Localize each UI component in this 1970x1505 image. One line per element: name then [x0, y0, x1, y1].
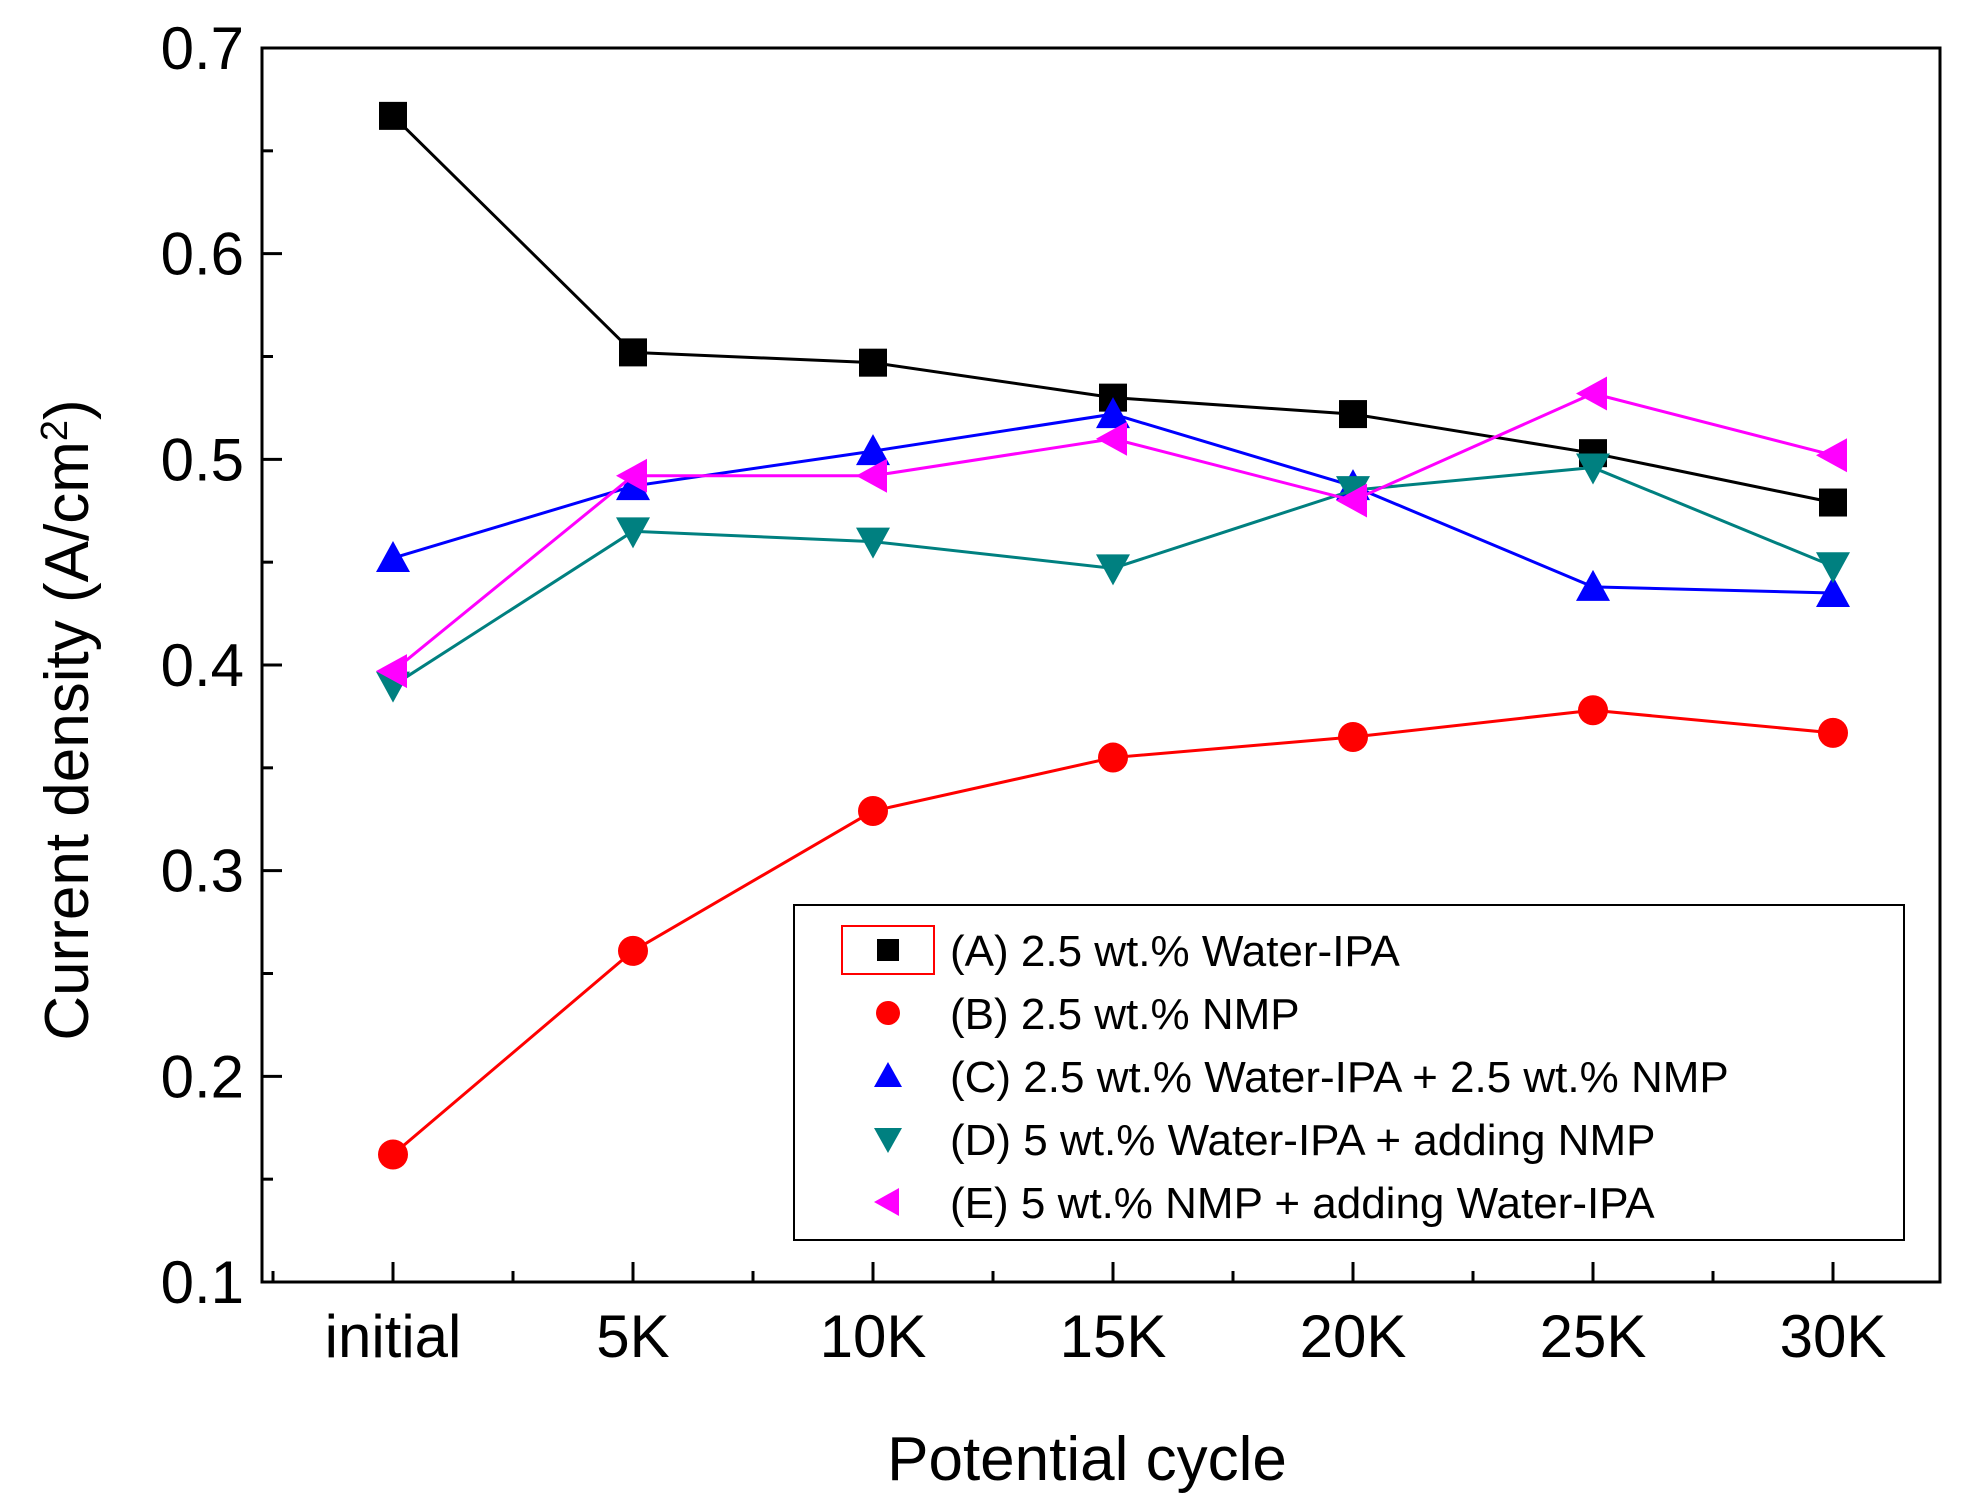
y-tick-label: 0.1: [161, 1249, 244, 1316]
data-point: [1578, 695, 1608, 726]
y-tick-label: 0.4: [161, 632, 244, 699]
series-e: [376, 376, 1847, 689]
series-d: [376, 453, 1850, 703]
data-point: [856, 434, 890, 466]
legend-marker: [874, 1062, 902, 1087]
data-point: [379, 101, 407, 130]
data-point: [376, 541, 410, 573]
data-point: [376, 654, 407, 689]
data-point: [1818, 717, 1848, 748]
legend-label: (B) 2.5 wt.% NMP: [950, 990, 1300, 1039]
x-tick-label: 5K: [596, 1303, 669, 1370]
y-axis-title-end: ): [33, 399, 102, 420]
legend-box: [793, 904, 1905, 1241]
data-point: [1096, 397, 1130, 429]
y-tick-label: 0.3: [161, 838, 244, 905]
legend-label: (D) 5 wt.% Water-IPA + adding NMP: [950, 1116, 1655, 1165]
data-point: [1576, 453, 1610, 485]
data-point: [378, 1139, 408, 1170]
data-point: [1096, 554, 1130, 586]
data-point: [1338, 721, 1368, 752]
y-axis-title-main: Current density (A/cm: [33, 441, 102, 1041]
y-tick-label: 0.7: [161, 15, 244, 82]
x-tick-label: 30K: [1780, 1303, 1887, 1370]
data-point: [856, 458, 887, 493]
x-tick-label: 10K: [820, 1303, 927, 1370]
data-point: [1576, 569, 1610, 601]
y-axis-title-sup: 2: [34, 420, 76, 441]
legend: (A) 2.5 wt.% Water-IPA (B) 2.5 wt.% NMP (C…: [793, 904, 1905, 1241]
legend-label: (E) 5 wt.% NMP + adding Water-IPA: [950, 1179, 1655, 1228]
legend-marker: [874, 1188, 899, 1216]
series-a: [379, 101, 1847, 517]
data-point: [1816, 552, 1850, 584]
data-point: [856, 527, 890, 559]
data-point: [616, 517, 650, 549]
data-point: [1339, 400, 1367, 429]
x-tick-label: 25K: [1540, 1303, 1647, 1370]
data-point: [1576, 376, 1607, 411]
y-tick-label: 0.2: [161, 1043, 244, 1110]
legend-marker: [876, 1001, 900, 1025]
data-point: [1819, 488, 1847, 517]
data-point: [1098, 742, 1128, 773]
data-point: [1816, 576, 1850, 608]
data-point: [1336, 483, 1367, 518]
legend-marker: [877, 939, 899, 961]
data-point: [616, 458, 647, 493]
y-axis-title: Current density (A/cm2): [33, 399, 102, 1040]
legend-marker: [874, 1128, 902, 1153]
x-tick-label: 20K: [1300, 1303, 1407, 1370]
axes: 0.1 0.2 0.3 0.4 0.5 0.6 0.7 initial 5K 10K 15K 20K 2…: [161, 15, 1942, 1370]
x-axis-title: Potential cycle: [887, 1425, 1287, 1494]
x-tick-label: initial: [325, 1303, 462, 1370]
data-point: [618, 935, 648, 966]
data-point: [859, 348, 887, 377]
legend-label: (C) 2.5 wt.% Water-IPA + 2.5 wt.% NMP: [950, 1053, 1729, 1102]
data-point: [858, 796, 888, 827]
series-b: [378, 695, 1848, 1170]
y-tick-label: 0.5: [161, 426, 244, 493]
data-point: [1816, 438, 1847, 473]
data-point: [619, 338, 647, 367]
plot-series: [376, 101, 1850, 1170]
x-tick-label: 15K: [1060, 1303, 1167, 1370]
legend-highlight-box: [841, 925, 935, 975]
legend-label: (A) 2.5 wt.% Water-IPA: [950, 927, 1401, 976]
data-point: [1096, 421, 1127, 456]
y-tick-label: 0.6: [161, 221, 244, 288]
